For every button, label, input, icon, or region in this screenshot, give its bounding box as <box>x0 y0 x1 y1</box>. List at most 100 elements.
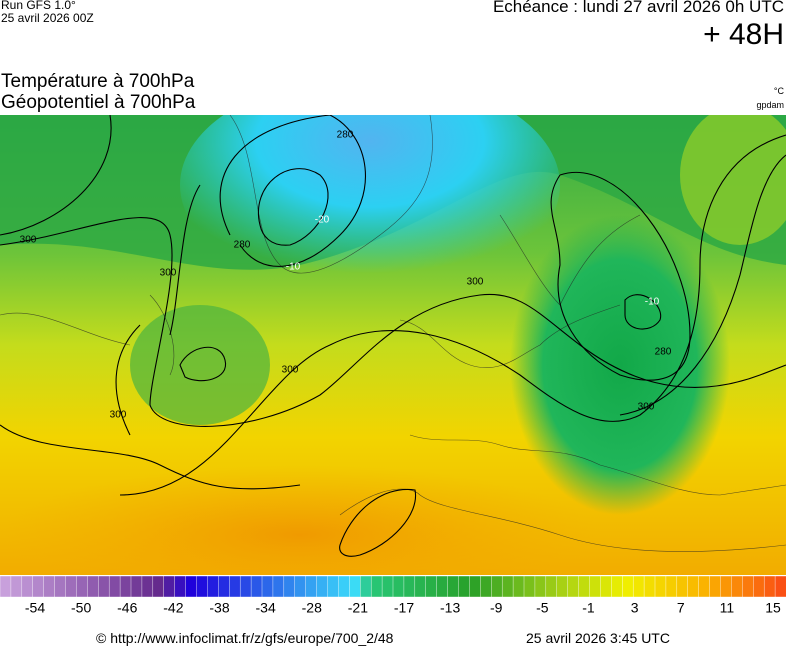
color-swatch <box>676 575 689 598</box>
color-swatch <box>731 575 743 598</box>
warm-region <box>0 465 600 575</box>
forecast-time: Echéance : lundi 27 avril 2026 0h UTC <box>492 0 784 16</box>
color-swatch <box>763 575 776 598</box>
colorbar-label: -46 <box>117 600 137 616</box>
color-swatch <box>76 575 88 598</box>
colorbar-label: -38 <box>209 600 229 616</box>
color-swatch <box>32 575 45 598</box>
color-swatch <box>447 575 460 598</box>
color-swatch <box>458 575 470 598</box>
color-swatch <box>130 575 143 598</box>
colorbar-label: -34 <box>256 600 276 616</box>
contour-label: 300 <box>20 235 37 246</box>
color-swatch <box>556 575 569 598</box>
color-swatch <box>654 575 667 598</box>
run-date: 25 avril 2026 00Z <box>1 11 94 25</box>
color-swatch <box>10 575 23 598</box>
color-swatch <box>108 575 121 598</box>
color-swatch <box>174 575 187 598</box>
colorbar-label: -54 <box>25 600 45 616</box>
color-swatch <box>720 575 732 598</box>
color-swatch <box>152 575 165 598</box>
lead-time: + 48H <box>703 18 784 51</box>
colorbar-label: -9 <box>490 600 503 616</box>
contour-label: 300 <box>160 268 177 279</box>
color-swatch <box>501 575 514 598</box>
contour-label: 300 <box>467 277 484 288</box>
color-swatch <box>643 575 656 598</box>
color-swatch <box>21 575 34 598</box>
color-swatch <box>687 575 700 598</box>
color-swatch <box>185 575 197 598</box>
contour-label: -10 <box>286 262 301 273</box>
color-swatch <box>294 575 307 598</box>
color-swatch <box>141 575 154 598</box>
color-swatch <box>261 575 274 598</box>
color-swatch <box>611 575 623 598</box>
color-swatch <box>491 575 503 598</box>
color-swatch <box>392 575 405 598</box>
run-label: Run GFS 1.0° <box>1 0 76 12</box>
contour-label: 300 <box>282 365 299 376</box>
source-link: © http://www.infoclimat.fr/z/gfs/europe/… <box>96 630 394 646</box>
contour-label: 300 <box>110 410 127 421</box>
color-swatch <box>0 575 12 598</box>
contour-label: -20 <box>315 215 330 226</box>
color-swatch <box>534 575 547 598</box>
color-swatch <box>229 575 241 598</box>
color-swatch <box>578 575 590 598</box>
colorbar-label: -17 <box>394 600 414 616</box>
unit-label: °C <box>773 86 784 96</box>
color-swatch <box>414 575 427 598</box>
color-swatch <box>709 575 721 598</box>
color-swatch <box>469 575 481 598</box>
color-swatch <box>370 575 383 598</box>
field-title: Température à 700hPa <box>1 71 195 92</box>
color-swatch <box>119 575 132 598</box>
cold-region <box>180 115 560 295</box>
color-swatch <box>327 575 339 598</box>
colorbar-label: 11 <box>720 600 735 616</box>
color-swatch <box>283 575 296 598</box>
color-swatch <box>54 575 66 598</box>
color-swatch <box>207 575 219 598</box>
color-swatch <box>98 575 110 598</box>
colorbar-label: -50 <box>71 600 91 616</box>
color-swatch <box>316 575 329 598</box>
contour-label: 280 <box>655 347 672 358</box>
color-swatch <box>272 575 285 598</box>
colorbar-label: -28 <box>302 600 322 616</box>
contour-label: -10 <box>645 297 660 308</box>
color-swatch <box>305 575 318 598</box>
issue-time: 25 avril 2026 3:45 UTC <box>526 630 670 646</box>
color-swatch <box>753 575 765 598</box>
color-swatch <box>349 575 361 598</box>
colorbar: -54 -50 -46 -42 -38 -34 -28 -21 -17 -13 -9 -5 -1 3 7 11… <box>0 575 786 616</box>
contour-label: 280 <box>337 130 354 141</box>
color-swatch <box>742 575 754 598</box>
contour-labels: 280 280 300 300 300 300 300 280 300 -10 -20 -10 <box>20 130 672 421</box>
cold-region <box>510 215 730 515</box>
color-swatch <box>600 575 612 598</box>
color-swatch <box>480 575 492 598</box>
colorbar-label: -5 <box>536 600 549 616</box>
color-swatch <box>196 575 208 598</box>
color-swatch <box>381 575 394 598</box>
warm-region <box>680 115 786 245</box>
colorbar-label: 3 <box>631 600 639 616</box>
color-swatch <box>589 575 601 598</box>
color-swatch <box>87 575 99 598</box>
color-swatch <box>436 575 449 598</box>
color-swatch <box>622 575 634 598</box>
color-swatch <box>425 575 438 598</box>
colorbar-label: 15 <box>765 600 781 616</box>
contour-label: 280 <box>234 240 251 251</box>
color-swatch <box>665 575 678 598</box>
map: 280 280 300 300 300 300 300 280 300 -10 -20 -10 <box>0 115 786 575</box>
color-swatch <box>250 575 263 598</box>
colorbar-label: -21 <box>348 600 368 616</box>
color-swatch <box>239 575 252 598</box>
color-swatch <box>43 575 56 598</box>
color-swatch <box>218 575 230 598</box>
colorbar-label: -1 <box>582 600 595 616</box>
